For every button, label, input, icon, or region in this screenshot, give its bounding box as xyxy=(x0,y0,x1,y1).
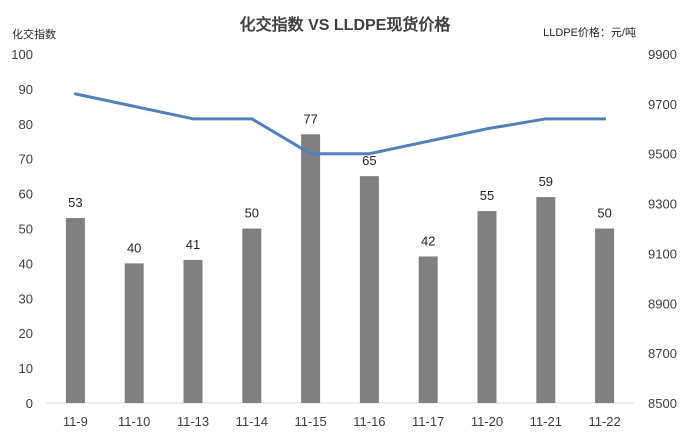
x-axis-ticks: 11-9 11-10 11-13 11-14 11-15 11-16 11-17 11-20 1… xyxy=(63,414,621,429)
data-label-11-13: 41 xyxy=(186,237,200,252)
left-tick-label: 80 xyxy=(19,117,33,132)
left-tick-label: 0 xyxy=(26,396,33,411)
data-label-11-20: 55 xyxy=(480,188,494,203)
x-tick-label: 11-16 xyxy=(353,414,385,429)
right-axis-ticks: 8500 8700 8900 9100 9300 9500 9700 9900 xyxy=(648,47,677,411)
right-tick-label: 8700 xyxy=(648,346,677,361)
chart-title: 化交指数 VS LLDPE现货价格 xyxy=(240,15,452,34)
left-tick-label: 60 xyxy=(19,187,33,202)
left-axis-unit: 化交指数 xyxy=(12,27,56,41)
x-tick-label: 11-14 xyxy=(236,414,268,429)
left-tick-label: 100 xyxy=(11,47,33,62)
right-tick-label: 9900 xyxy=(648,47,677,62)
x-tick-label: 11-15 xyxy=(294,414,326,429)
right-axis-unit: LLDPE价格：元/吨 xyxy=(543,25,636,39)
left-tick-label: 20 xyxy=(19,326,33,341)
x-tick-label: 11-9 xyxy=(63,414,88,429)
data-label-11-22: 50 xyxy=(597,206,611,221)
right-tick-label: 8900 xyxy=(648,296,677,311)
left-axis-ticks: 0 10 20 30 40 50 60 70 80 90 100 xyxy=(11,47,33,411)
data-label-11-21: 59 xyxy=(539,174,553,189)
left-tick-label: 40 xyxy=(19,256,33,271)
left-tick-label: 10 xyxy=(19,361,33,376)
right-tick-label: 9300 xyxy=(648,197,677,212)
data-label-11-10: 40 xyxy=(127,240,141,255)
x-tick-label: 11-13 xyxy=(177,414,209,429)
bar-11-17 xyxy=(418,256,438,403)
bar-11-14 xyxy=(242,228,262,403)
left-tick-label: 50 xyxy=(19,222,33,237)
right-tick-label: 8500 xyxy=(648,396,677,411)
bar-series xyxy=(65,134,615,403)
x-tick-label: 11-17 xyxy=(412,414,444,429)
bar-11-9 xyxy=(65,218,85,403)
bar-11-13 xyxy=(183,259,203,403)
x-tick-label: 11-10 xyxy=(118,414,150,429)
data-label-11-17: 42 xyxy=(421,233,435,248)
right-tick-label: 9100 xyxy=(648,246,677,261)
data-label-11-9: 53 xyxy=(68,195,82,210)
x-tick-label: 11-22 xyxy=(588,414,620,429)
bar-data-labels: 53 40 41 50 77 65 42 55 59 50 xyxy=(68,111,612,255)
left-tick-label: 70 xyxy=(19,152,33,167)
bar-11-21 xyxy=(536,197,556,403)
price-line xyxy=(73,92,607,156)
right-tick-label: 9700 xyxy=(648,97,677,112)
data-label-11-15: 77 xyxy=(303,111,317,126)
x-tick-label: 11-20 xyxy=(471,414,503,429)
right-tick-label: 9500 xyxy=(648,147,677,162)
data-label-11-16: 65 xyxy=(362,153,376,168)
line-series xyxy=(73,92,607,156)
left-tick-label: 30 xyxy=(19,291,33,306)
left-tick-label: 90 xyxy=(19,82,33,97)
bar-11-22 xyxy=(595,228,615,403)
bar-11-20 xyxy=(477,211,497,403)
bar-11-15 xyxy=(301,134,321,403)
data-label-11-14: 50 xyxy=(245,206,259,221)
bar-11-16 xyxy=(359,176,379,403)
x-tick-label: 11-21 xyxy=(530,414,562,429)
bar-11-10 xyxy=(124,263,144,403)
